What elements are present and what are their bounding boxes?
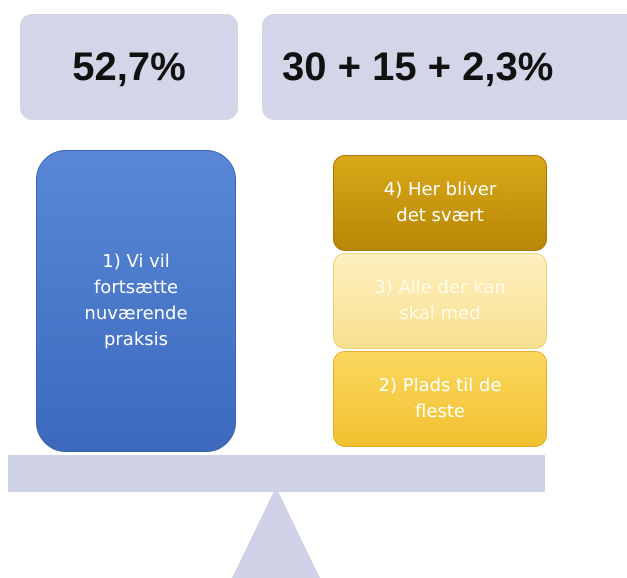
stack-box: 2) Plads til de fleste <box>333 351 547 447</box>
stack-box: 3) Alle der kan skal med <box>333 253 547 349</box>
box-text: det svært <box>396 205 484 226</box>
stack-box: 4) Her bliver det svært <box>333 155 547 251</box>
right-header: 30 + 15 + 2,3% <box>262 14 627 120</box>
box-text: fleste <box>415 401 465 422</box>
box-text: fortsætte <box>93 277 179 298</box>
box-text: 2) Plads til de <box>378 375 502 396</box>
left-header: 52,7% <box>20 14 238 120</box>
box-text: 1) Vi vil <box>102 251 170 272</box>
box-text: 3) Alle der kan <box>374 277 506 298</box>
beam <box>8 455 545 492</box>
box-text: praksis <box>103 329 169 350</box>
left-box: 1) Vi vil fortsætte nuværende praksis <box>36 150 236 452</box>
fulcrum <box>232 487 320 578</box>
box-text: nuværende <box>84 303 188 324</box>
box-text: skal med <box>399 303 481 324</box>
box-text: 4) Her bliver <box>383 179 497 200</box>
